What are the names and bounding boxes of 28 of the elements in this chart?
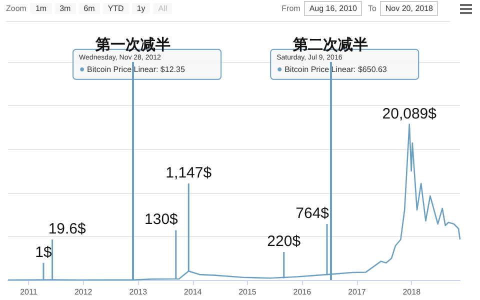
text: To: [368, 4, 376, 13]
text: 6m: [78, 3, 100, 14]
text: Nov 20, 2018: [380, 1, 438, 16]
annotation: 1$: [35, 244, 52, 261]
x-tick-label: 2016: [293, 288, 312, 296]
x-tick-label: 2011: [20, 288, 38, 296]
annotation: 1,147$: [166, 164, 212, 182]
ref-line-label: 第二次减半: [292, 36, 368, 54]
text: Aug 16, 2010: [304, 1, 362, 16]
x-tick-label: 2015: [238, 288, 257, 296]
x-tick-label: 2013: [129, 288, 148, 296]
annotation: 220$: [267, 232, 302, 250]
x-tick-label: 2018: [402, 288, 422, 296]
x-tick-label: 2012: [74, 288, 93, 296]
x-tick-label: 2017: [348, 288, 366, 296]
text: 3m: [54, 3, 76, 14]
annotation: 19.6$: [48, 220, 87, 238]
text: 1y: [132, 3, 150, 14]
text: 1m: [30, 3, 52, 14]
text: From: [282, 4, 300, 13]
text: Zoom: [6, 4, 26, 13]
text: All: [153, 3, 172, 14]
annotation: 130$: [144, 211, 179, 228]
ref-line-label: 第一次减半: [94, 36, 171, 54]
annotation: 20,089$: [382, 105, 438, 122]
annotation: 764$: [296, 204, 330, 222]
x-tick-label: 2014: [184, 288, 202, 296]
text: YTD: [102, 3, 129, 14]
